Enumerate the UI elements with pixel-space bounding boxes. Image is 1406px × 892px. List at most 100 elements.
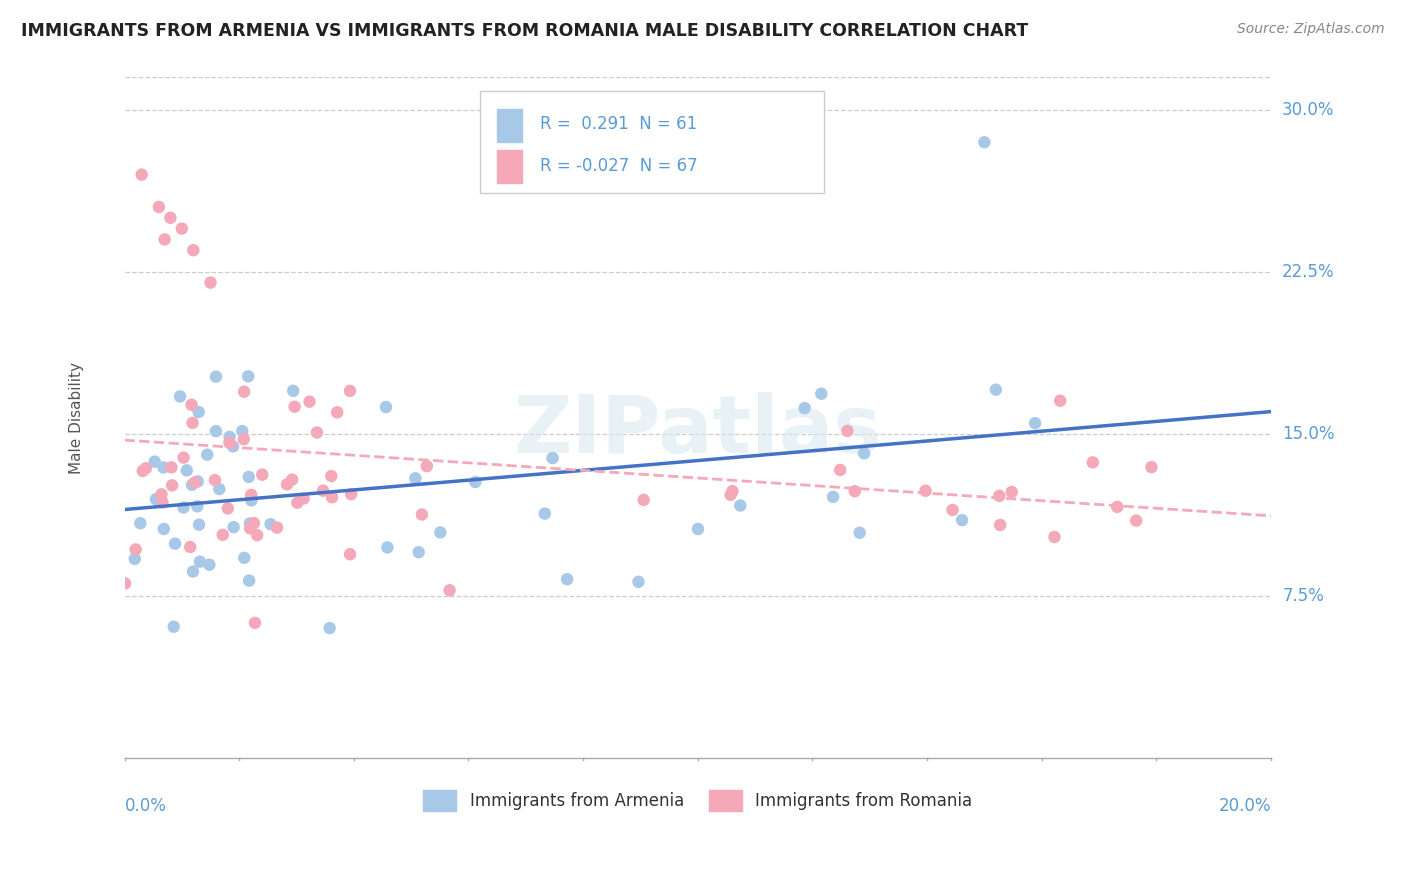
Point: [211, 528, 233, 542]
Point: [408, 545, 430, 559]
Point: [143, 455, 166, 469]
Point: [176, 463, 198, 477]
Point: [339, 547, 361, 561]
Point: [135, 461, 157, 475]
Point: [239, 516, 262, 531]
Point: [181, 243, 204, 257]
Point: [243, 516, 266, 530]
Point: [200, 276, 222, 290]
Point: [243, 615, 266, 630]
Point: [627, 574, 650, 589]
Point: [340, 487, 363, 501]
Point: [1140, 460, 1163, 475]
Point: [411, 508, 433, 522]
Point: [1125, 514, 1147, 528]
Point: [233, 384, 256, 399]
Point: [793, 401, 815, 415]
Point: [246, 528, 269, 542]
Point: [181, 416, 204, 430]
Point: [131, 464, 153, 478]
Text: 20.0%: 20.0%: [1219, 797, 1271, 814]
Point: [145, 492, 167, 507]
Point: [160, 478, 183, 492]
Point: [181, 565, 204, 579]
Text: 22.5%: 22.5%: [1282, 263, 1334, 281]
Point: [988, 489, 1011, 503]
Point: [730, 499, 752, 513]
Point: [292, 491, 315, 506]
Point: [375, 400, 398, 414]
Point: [231, 424, 253, 438]
Point: [1024, 416, 1046, 430]
Point: [181, 478, 204, 492]
Point: [188, 517, 211, 532]
Point: [914, 483, 936, 498]
Point: [284, 400, 307, 414]
Point: [173, 450, 195, 465]
Point: [148, 200, 170, 214]
Point: [377, 541, 399, 555]
Point: [150, 487, 173, 501]
Text: R =  0.291  N = 61: R = 0.291 N = 61: [540, 115, 697, 133]
Point: [187, 475, 209, 489]
Point: [853, 446, 876, 460]
Text: 30.0%: 30.0%: [1282, 101, 1334, 119]
Point: [416, 459, 439, 474]
Point: [153, 232, 176, 246]
Point: [555, 572, 578, 586]
Point: [318, 621, 340, 635]
Point: [208, 482, 231, 496]
Point: [129, 516, 152, 531]
Point: [179, 540, 201, 554]
Point: [721, 484, 744, 499]
Point: [305, 425, 328, 440]
Point: [533, 507, 555, 521]
Point: [541, 451, 564, 466]
Point: [180, 398, 202, 412]
Point: [114, 576, 136, 591]
Point: [720, 488, 742, 502]
Point: [823, 490, 845, 504]
Point: [160, 460, 183, 475]
Point: [252, 467, 274, 482]
Point: [238, 574, 260, 588]
Point: [259, 517, 281, 532]
Point: [321, 469, 343, 483]
Point: [950, 513, 973, 527]
Point: [429, 525, 451, 540]
Point: [187, 405, 209, 419]
Point: [152, 460, 174, 475]
Point: [240, 493, 263, 508]
Text: ZIPatlas: ZIPatlas: [513, 392, 882, 470]
Point: [464, 475, 486, 489]
Point: [195, 448, 218, 462]
Point: [439, 583, 461, 598]
Point: [984, 383, 1007, 397]
Point: [1043, 530, 1066, 544]
Text: 15.0%: 15.0%: [1282, 425, 1334, 442]
Point: [844, 484, 866, 499]
Point: [233, 550, 256, 565]
Point: [205, 369, 228, 384]
Point: [218, 435, 240, 450]
Point: [170, 221, 193, 235]
Point: [205, 424, 228, 438]
Text: Male Disability: Male Disability: [69, 361, 84, 474]
Point: [152, 522, 174, 536]
Point: [988, 518, 1011, 533]
Point: [298, 394, 321, 409]
Point: [159, 211, 181, 225]
Point: [152, 495, 174, 509]
Point: [973, 135, 995, 149]
Point: [339, 384, 361, 398]
Point: [124, 552, 146, 566]
Text: Source: ZipAtlas.com: Source: ZipAtlas.com: [1237, 22, 1385, 37]
Text: 0.0%: 0.0%: [125, 797, 166, 814]
Point: [238, 470, 260, 484]
Point: [163, 537, 186, 551]
Text: R = -0.027  N = 67: R = -0.027 N = 67: [540, 157, 697, 175]
Point: [266, 521, 288, 535]
Point: [184, 475, 207, 490]
Point: [326, 405, 349, 419]
Point: [173, 500, 195, 515]
